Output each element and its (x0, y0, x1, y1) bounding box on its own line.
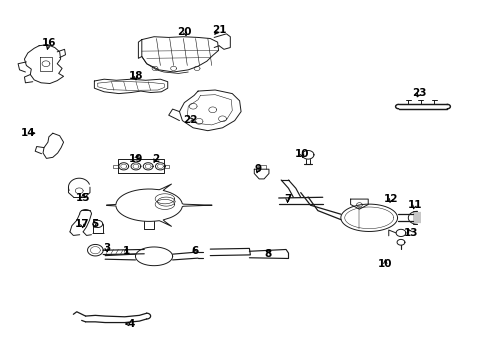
Text: 14: 14 (21, 128, 36, 138)
Text: 22: 22 (183, 114, 198, 125)
Text: 21: 21 (211, 24, 226, 35)
Text: 17: 17 (75, 219, 89, 229)
Text: 16: 16 (41, 38, 56, 48)
Text: 4: 4 (127, 319, 135, 329)
Text: 18: 18 (128, 71, 143, 81)
Text: 10: 10 (294, 149, 309, 159)
Text: 12: 12 (383, 194, 398, 204)
Text: 15: 15 (76, 193, 90, 203)
Text: 19: 19 (128, 154, 143, 164)
Text: 10: 10 (377, 258, 392, 269)
Text: 5: 5 (91, 219, 98, 229)
Text: 3: 3 (103, 243, 110, 253)
Text: 1: 1 (122, 246, 129, 256)
Text: 8: 8 (264, 249, 271, 259)
Text: 20: 20 (177, 27, 192, 37)
Text: 2: 2 (152, 154, 159, 164)
Text: 13: 13 (403, 228, 417, 238)
Text: 23: 23 (411, 88, 426, 98)
Text: 11: 11 (407, 200, 421, 210)
Text: 9: 9 (254, 164, 261, 174)
Text: 7: 7 (283, 194, 291, 204)
Text: 6: 6 (191, 246, 198, 256)
